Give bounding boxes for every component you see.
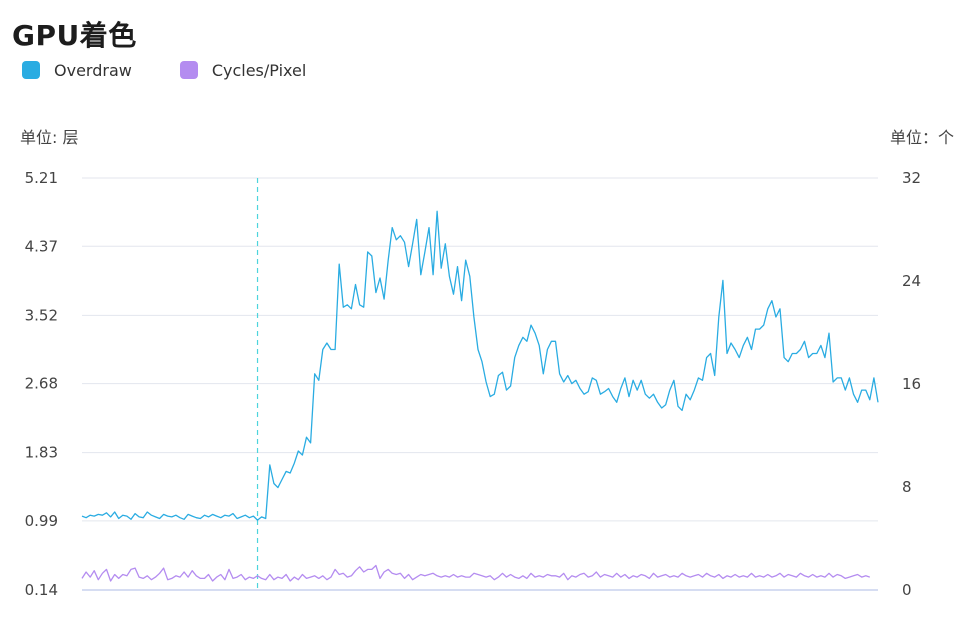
- legend-item-overdraw[interactable]: Overdraw: [22, 61, 132, 80]
- legend-item-cycles-per-pixel[interactable]: Cycles/Pixel: [179, 60, 307, 80]
- right-axis-unit: 单位：个: [889, 128, 954, 147]
- right-tick-label: 0: [902, 581, 912, 599]
- left-tick-label: 5.21: [25, 169, 58, 187]
- legend-label-cycles-per-pixel: Cycles/Pixel: [211, 60, 307, 80]
- series-line-cycles-pixel[interactable]: [81, 564, 871, 582]
- right-tick-label: 32: [902, 169, 921, 187]
- left-tick-label: 3.52: [25, 306, 58, 324]
- legend-label-overdraw: Overdraw: [54, 60, 132, 80]
- series-line-overdraw[interactable]: [81, 210, 879, 521]
- left-tick-label: 0.14: [25, 581, 58, 599]
- legend: Overdraw Cycles/Pixel: [22, 58, 354, 82]
- overdraw-swatch-icon: [22, 61, 40, 79]
- left-tick-label: 1.83: [25, 444, 58, 462]
- chart-title: GPU着色: [12, 19, 137, 52]
- right-tick-label: 8: [902, 478, 912, 496]
- series-lines: [81, 210, 879, 582]
- grid-lines: [82, 177, 878, 591]
- cycles-per-pixel-swatch-icon: [179, 61, 198, 79]
- left-tick-label: 2.68: [25, 375, 58, 393]
- left-tick-label: 4.37: [25, 237, 58, 255]
- left-axis-ticks: 0.14 0.99 1.83 2.68 3.52 4.37 5.21: [25, 169, 58, 599]
- right-axis-ticks: 0 8 16 24 32: [902, 169, 921, 599]
- left-tick-label: 0.99: [25, 512, 58, 530]
- left-axis-unit: 单位: 层: [20, 128, 79, 147]
- right-tick-label: 16: [902, 375, 921, 393]
- right-tick-label: 24: [902, 272, 921, 290]
